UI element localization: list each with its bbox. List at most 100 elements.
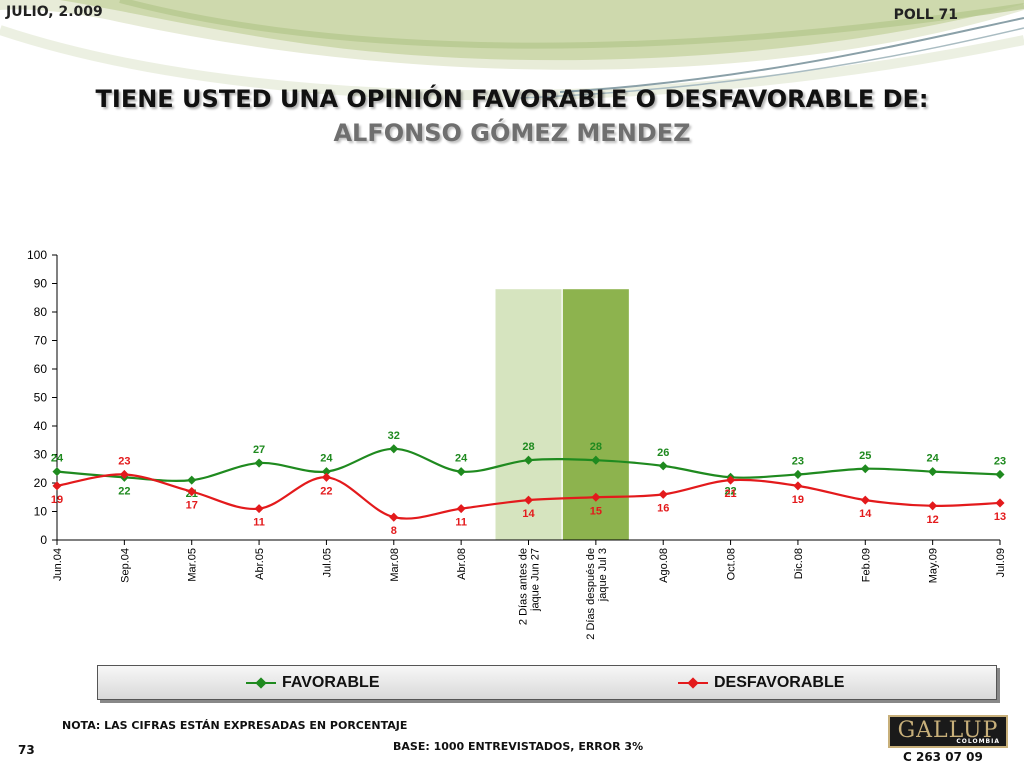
data-label-desfavorable: 19 [792, 494, 804, 506]
x-tick-label: Mar.05 [187, 548, 199, 582]
y-tick-label: 90 [34, 277, 48, 291]
data-point-favorable [591, 455, 601, 465]
y-tick-label: 20 [34, 476, 48, 490]
poll-number: POLL 71 [893, 7, 958, 23]
x-tick-label: Dic.08 [793, 548, 805, 579]
x-tick-label: Abr.05 [254, 548, 266, 580]
data-point-favorable [928, 467, 938, 477]
data-label-desfavorable: 11 [455, 517, 467, 529]
data-point-desfavorable [321, 472, 331, 482]
data-label-favorable: 25 [859, 450, 871, 462]
document-code: C 263 07 09 [903, 750, 983, 764]
gallup-logo: GALLUP COLOMBIA [888, 715, 1008, 748]
legend-item-favorable: FAVORABLE [246, 673, 379, 693]
y-tick-label: 70 [34, 334, 48, 348]
x-tick-label: 2 Días antes dejaque Jun 27 [518, 548, 542, 625]
x-tick-label: Abr.08 [456, 548, 468, 580]
data-point-desfavorable [726, 475, 736, 485]
data-label-desfavorable: 8 [391, 525, 397, 537]
data-label-desfavorable: 11 [253, 517, 265, 529]
x-tick-label: Oct.08 [726, 548, 738, 580]
x-tick-label-text: Oct.08 [726, 548, 738, 580]
data-point-favorable [52, 467, 62, 477]
chart-legend: FAVORABLE DESFAVORABLE [97, 665, 997, 700]
data-point-favorable [793, 469, 803, 479]
page-subtitle: ALFONSO GÓMEZ MENDEZ [333, 119, 691, 147]
x-tick-label: May.09 [928, 548, 940, 583]
x-tick-label: Sep.04 [119, 548, 131, 583]
data-point-favorable [995, 469, 1005, 479]
page-number: 73 [18, 743, 35, 757]
data-label-favorable: 28 [522, 441, 534, 453]
data-label-favorable: 24 [320, 453, 333, 465]
x-tick-label-text: Dic.08 [793, 548, 805, 579]
data-label-favorable: 24 [51, 453, 64, 465]
data-label-favorable: 28 [590, 441, 602, 453]
highlight-band-2 [562, 289, 629, 540]
data-label-desfavorable: 14 [522, 508, 535, 520]
y-tick-label: 100 [27, 248, 47, 262]
data-label-favorable: 23 [994, 455, 1006, 467]
data-point-desfavorable [456, 504, 466, 514]
data-label-desfavorable: 19 [51, 494, 63, 506]
data-point-favorable [187, 475, 197, 485]
legend-label-desfavorable: DESFAVORABLE [714, 674, 845, 691]
data-label-desfavorable: 21 [724, 488, 736, 500]
x-tick-label-text: Mar.08 [389, 548, 401, 582]
x-tick-label-text: Jul.05 [321, 548, 333, 577]
legend-label-favorable: FAVORABLE [282, 674, 380, 691]
data-label-desfavorable: 12 [927, 514, 939, 526]
header-swoosh [0, 0, 1024, 101]
data-label-favorable: 24 [927, 453, 940, 465]
data-point-favorable [860, 464, 870, 474]
x-tick-label: Jul.09 [995, 548, 1007, 577]
footnote: NOTA: LAS CIFRAS ESTÁN EXPRESADAS EN POR… [62, 719, 408, 732]
x-tick-label-text: 2 Días antes dejaque Jun 27 [518, 548, 542, 625]
data-label-favorable: 22 [724, 485, 736, 497]
data-point-desfavorable [187, 487, 197, 497]
data-label-desfavorable: 22 [320, 485, 332, 497]
y-tick-label: 40 [34, 419, 48, 433]
favorable-line-marker-icon [246, 677, 276, 689]
data-label-desfavorable: 13 [994, 511, 1006, 523]
y-tick-label: 0 [40, 533, 47, 547]
desfavorable-line-marker-icon [678, 677, 708, 689]
x-tick-label-text: Feb.09 [860, 548, 872, 582]
x-tick-label-text: Jun.04 [52, 548, 64, 581]
data-point-desfavorable [254, 504, 264, 514]
data-label-favorable: 32 [388, 430, 400, 442]
y-tick-label: 60 [34, 362, 48, 376]
logo-subtext: COLOMBIA [956, 738, 1000, 745]
data-point-desfavorable [995, 498, 1005, 508]
x-tick-label-text: Jul.09 [995, 548, 1007, 577]
logo-wordmark: GALLUP [897, 718, 999, 743]
data-point-favorable [456, 467, 466, 477]
x-tick-label-text: May.09 [928, 548, 940, 583]
data-point-desfavorable [860, 495, 870, 505]
data-point-favorable [658, 461, 668, 471]
data-label-favorable: 22 [118, 485, 130, 497]
data-label-desfavorable: 17 [186, 500, 198, 512]
legend-item-desfavorable: DESFAVORABLE [678, 673, 844, 693]
data-label-desfavorable: 14 [859, 508, 872, 520]
x-tick-label: 2 Días después dejaque Jul 3 [585, 548, 609, 640]
x-tick-label: Ago.08 [658, 548, 670, 583]
x-tick-label: Feb.09 [860, 548, 872, 582]
x-tick-label: Mar.08 [389, 548, 401, 582]
page-title: TIENE USTED UNA OPINIÓN FAVORABLE O DESF… [95, 85, 929, 113]
x-tick-label: Jun.04 [52, 548, 64, 581]
data-label-favorable: 26 [657, 447, 669, 459]
data-point-desfavorable [389, 512, 399, 522]
x-tick-label-text: Ago.08 [658, 548, 670, 583]
sample-base: BASE: 1000 ENTREVISTADOS, ERROR 3% [393, 740, 644, 753]
y-tick-label: 80 [34, 305, 48, 319]
data-point-favorable [389, 444, 399, 454]
report-date: JULIO, 2.009 [6, 4, 103, 20]
data-label-desfavorable: 16 [657, 502, 669, 514]
data-label-desfavorable: 23 [118, 455, 130, 467]
x-tick-label-text: Sep.04 [119, 548, 131, 583]
x-tick-label-text: 2 Días después dejaque Jul 3 [585, 548, 609, 640]
data-label-favorable: 24 [455, 453, 468, 465]
y-tick-label: 30 [34, 448, 48, 462]
